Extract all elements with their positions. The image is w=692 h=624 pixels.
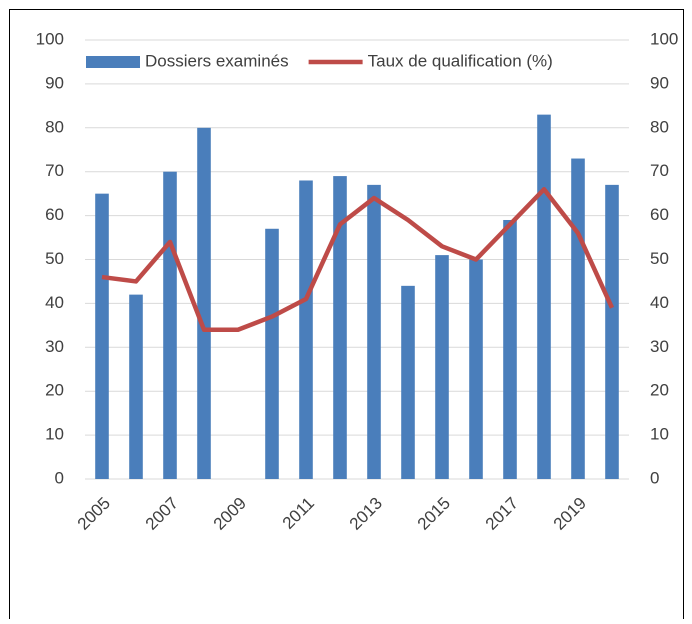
- x-tick-label: 2015: [414, 494, 454, 534]
- y2-tick-label: 90: [650, 73, 669, 92]
- line: [101, 187, 615, 332]
- bar: [571, 158, 585, 479]
- y2-tick-label: 0: [650, 468, 659, 487]
- bar: [401, 285, 415, 479]
- legend-label: Dossiers examinés: [145, 51, 289, 70]
- y-tick-label: 20: [45, 381, 64, 400]
- bar: [605, 184, 619, 479]
- y2-tick-label: 10: [650, 425, 669, 444]
- bar: [503, 219, 517, 480]
- y2-tick-label: 60: [650, 205, 669, 224]
- y2-tick-label: 50: [650, 249, 669, 268]
- y-tick-label: 70: [45, 161, 64, 180]
- x-tick-label: 2005: [74, 494, 114, 534]
- bar: [265, 228, 279, 479]
- legend-swatch: [86, 56, 140, 68]
- bar: [163, 171, 177, 479]
- y-tick-label: 60: [45, 205, 64, 224]
- bar: [95, 193, 109, 479]
- y-tick-label: 100: [36, 29, 64, 48]
- x-tick-label: 2013: [346, 494, 386, 534]
- x-tick-label: 2009: [210, 494, 250, 534]
- y-tick-label: 30: [45, 337, 64, 356]
- y-tick-label: 50: [45, 249, 64, 268]
- bar: [367, 184, 381, 479]
- x-tick-label: 2019: [550, 494, 590, 534]
- x-tick-label: 2017: [482, 494, 522, 534]
- y-tick-label: 40: [45, 293, 64, 312]
- y-tick-label: 10: [45, 425, 64, 444]
- x-tick-label: 2007: [142, 494, 182, 534]
- bar: [537, 114, 551, 479]
- bar: [333, 176, 347, 479]
- x-tick-label: 2011: [279, 494, 318, 533]
- y-tick-label: 90: [45, 73, 64, 92]
- bar: [197, 127, 211, 480]
- y-tick-label: 0: [55, 468, 64, 487]
- y-tick-label: 80: [45, 117, 64, 136]
- bar: [129, 294, 143, 479]
- y2-tick-label: 20: [650, 381, 669, 400]
- y2-tick-label: 80: [650, 117, 669, 136]
- bar: [469, 259, 483, 479]
- bar: [299, 180, 313, 480]
- y2-tick-label: 70: [650, 161, 669, 180]
- y2-tick-label: 40: [650, 293, 669, 312]
- y2-tick-label: 30: [650, 337, 669, 356]
- y2-tick-label: 100: [650, 29, 678, 48]
- legend-label: Taux de qualification (%): [368, 51, 553, 70]
- frame: [9, 9, 684, 624]
- bar: [435, 255, 449, 479]
